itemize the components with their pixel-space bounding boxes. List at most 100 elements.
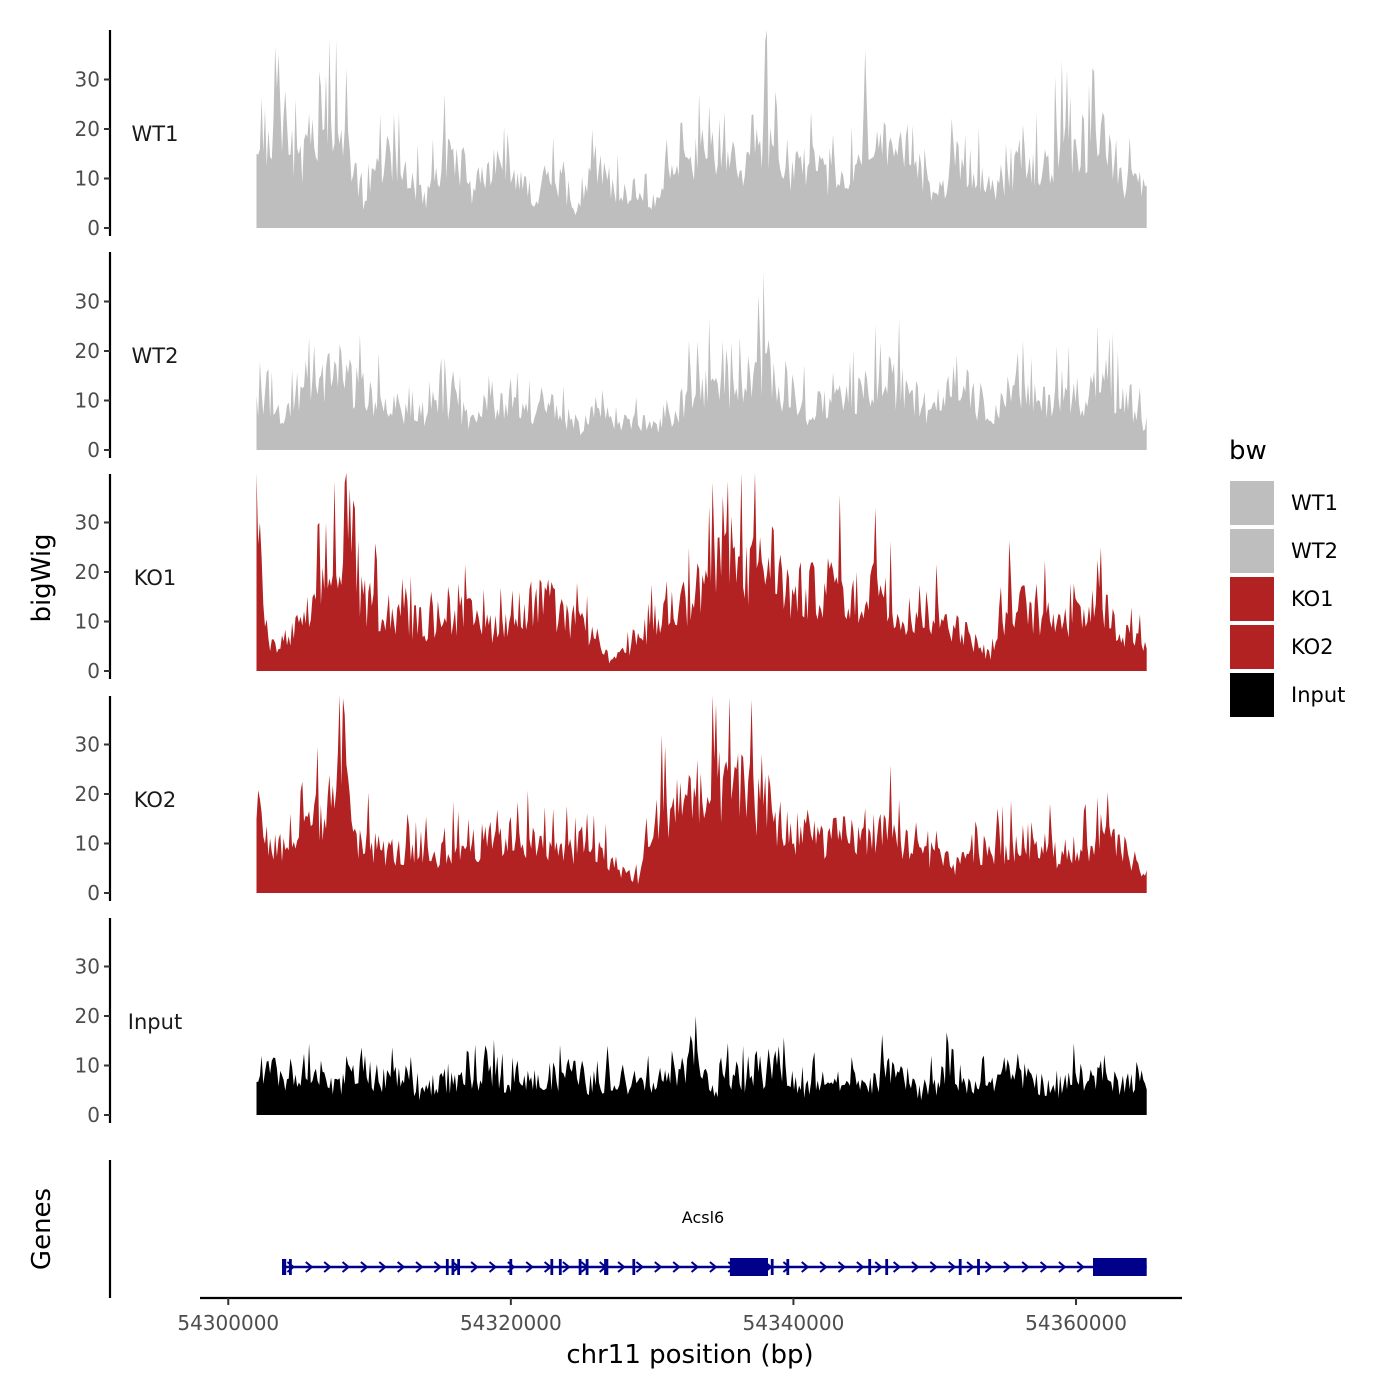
strand-arrow [911,1261,920,1273]
gene-name-label: Acsl6 [682,1208,724,1227]
strand-arrow [819,1261,828,1273]
y-axis-title: bigWig [27,533,57,622]
y-tick-label: 30 [75,68,100,92]
strand-arrow [433,1261,442,1273]
y-tick-label: 10 [75,832,100,856]
gene-exon [578,1259,582,1275]
strand-arrow [782,1261,791,1273]
legend-label-ko2: KO2 [1291,635,1334,659]
legend-label-wt1: WT1 [1291,491,1338,515]
signal-area-wt2 [256,271,1147,450]
strand-arrow [470,1261,479,1273]
y-tick-label: 20 [75,1004,100,1028]
strand-arrow [1039,1261,1049,1273]
strand-arrow [323,1261,332,1273]
y-tick-label: 20 [75,339,100,363]
strand-arrow [341,1261,351,1273]
strand-arrow [984,1261,993,1273]
legend-label-wt2: WT2 [1291,539,1338,563]
signal-area-ko2 [256,695,1147,893]
track-label-ko1: KO1 [134,566,177,590]
strand-arrow [415,1261,424,1273]
strand-arrow [305,1261,314,1273]
strand-arrow [837,1261,847,1273]
strand-arrow [1076,1261,1085,1273]
gene-track [108,1160,1147,1298]
strand-arrow [654,1261,663,1273]
strand-arrow [690,1261,700,1273]
strand-arrow [874,1261,883,1273]
legend-title: bw [1229,436,1267,466]
strand-arrow [617,1261,626,1273]
legend-swatch-ko2 [1230,625,1274,669]
legend-swatch-input [1230,673,1274,717]
track-ko2: 0 10 20 30 KO2 [75,695,1147,905]
y-tick-label: 20 [75,782,100,806]
gene-exon [1093,1258,1147,1276]
y-tick-label: 0 [87,1103,100,1127]
x-tick-label: 54320000 [460,1311,562,1335]
signal-area-input [256,1015,1147,1115]
signal-area-wt1 [256,30,1147,228]
legend-swatch-wt2 [1230,529,1274,573]
y-tick-label: 30 [75,955,100,979]
gene-exon [445,1259,449,1275]
gene-exon [550,1259,554,1275]
strand-arrow [948,1261,957,1273]
strand-arrow [672,1261,681,1273]
track-ko1: 0 10 20 30 KO1 [75,473,1147,683]
strand-arrow [562,1261,571,1273]
gene-exon [786,1259,790,1275]
gene-exon [977,1259,980,1275]
gene-exon [282,1259,287,1275]
x-tick-label: 54300000 [177,1311,279,1335]
gene-exon [958,1259,962,1275]
legend-swatch-wt1 [1230,481,1274,525]
y-tick-label: 30 [75,733,100,757]
y-tick-label: 0 [87,216,100,240]
track-label-input: Input [128,1010,182,1034]
legend-label-input: Input [1291,683,1345,707]
y-tick-label: 30 [75,290,100,314]
strand-arrow [378,1261,387,1273]
gene-exon [289,1259,292,1275]
strand-arrow [1003,1261,1012,1273]
y-tick-label: 10 [75,389,100,413]
gene-exon [509,1259,513,1275]
track-label-wt2: WT2 [132,344,179,368]
strand-arrow [801,1261,810,1273]
strand-arrow [525,1261,534,1273]
gene-exon [770,1259,774,1275]
y-tick-label: 0 [87,438,100,462]
gene-exon [632,1259,636,1275]
strand-arrow [856,1261,865,1273]
legend-label-ko1: KO1 [1291,587,1334,611]
strand-arrow [1021,1261,1030,1273]
track-wt1: 0 10 20 30 WT1 [75,30,1147,240]
strand-arrow [892,1261,902,1273]
strand-arrow [966,1261,975,1273]
y-tick-label: 10 [75,610,100,634]
track-input: 0 10 20 30 Input [75,918,1147,1127]
y-tick-label: 20 [75,117,100,141]
x-axis: 54300000 54320000 54340000 54360000 [177,1296,1182,1335]
gene-exon [868,1259,872,1275]
y-tick-label: 30 [75,511,100,535]
gene-track-title: Genes [27,1188,57,1270]
y-tick-label: 10 [75,167,100,191]
legend-swatch-ko1 [1230,577,1274,621]
y-tick-label: 0 [87,881,100,905]
x-tick-label: 54340000 [743,1311,845,1335]
gene-exon [585,1259,589,1275]
y-tick-label: 0 [87,659,100,683]
strand-arrow [488,1261,498,1273]
y-tick-label: 20 [75,560,100,584]
strand-arrow [1058,1261,1067,1273]
y-tick-label: 10 [75,1054,100,1078]
track-label-wt1: WT1 [132,122,179,146]
strand-arrow [709,1261,718,1273]
strand-arrow [360,1261,369,1273]
strand-arrow [635,1261,644,1273]
strand-arrow [396,1261,406,1273]
